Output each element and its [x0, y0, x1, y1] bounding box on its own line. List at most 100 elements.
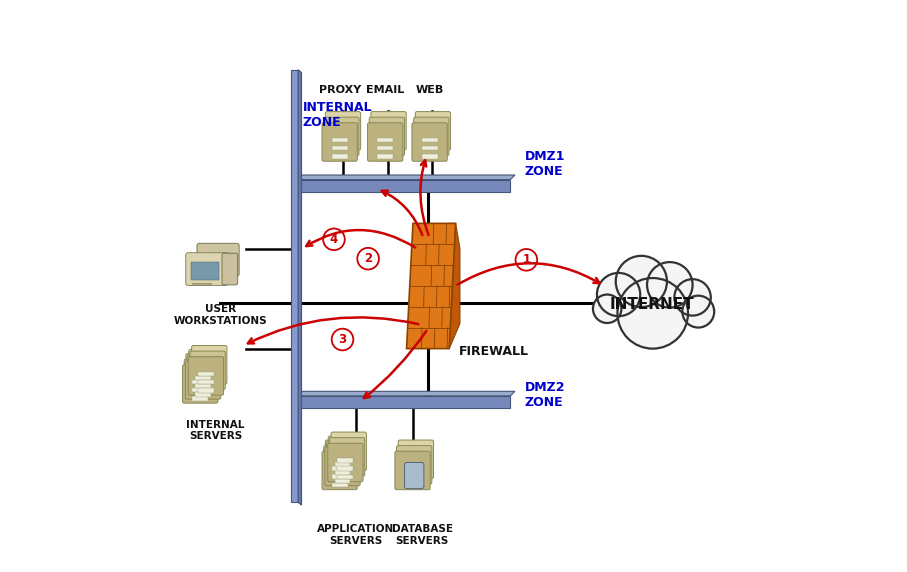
- Text: EMAIL: EMAIL: [366, 85, 405, 96]
- FancyBboxPatch shape: [324, 117, 359, 156]
- Bar: [425, 135, 441, 139]
- FancyBboxPatch shape: [189, 349, 224, 388]
- Circle shape: [647, 262, 693, 308]
- FancyBboxPatch shape: [327, 442, 362, 480]
- Bar: [194, 382, 210, 387]
- Bar: [338, 467, 354, 472]
- Text: 4: 4: [330, 233, 338, 246]
- FancyBboxPatch shape: [371, 112, 406, 150]
- FancyBboxPatch shape: [328, 436, 364, 475]
- Bar: [332, 466, 347, 471]
- Bar: [191, 283, 210, 285]
- Bar: [339, 461, 355, 466]
- FancyBboxPatch shape: [222, 253, 238, 285]
- Circle shape: [618, 278, 688, 348]
- FancyBboxPatch shape: [324, 446, 359, 484]
- Bar: [198, 388, 214, 392]
- Circle shape: [593, 295, 621, 323]
- Text: INTERNAL
ZONE: INTERNAL ZONE: [303, 101, 372, 129]
- FancyBboxPatch shape: [327, 443, 363, 482]
- Bar: [405, 466, 421, 471]
- Text: 3: 3: [338, 333, 346, 346]
- Bar: [334, 132, 349, 137]
- Bar: [334, 469, 349, 473]
- Bar: [201, 360, 218, 365]
- Polygon shape: [298, 70, 301, 505]
- Bar: [201, 369, 218, 373]
- Circle shape: [611, 259, 694, 341]
- FancyBboxPatch shape: [182, 365, 218, 403]
- Bar: [379, 149, 395, 153]
- Bar: [332, 154, 347, 158]
- FancyBboxPatch shape: [412, 123, 447, 161]
- Bar: [201, 377, 218, 382]
- Bar: [424, 132, 439, 137]
- Text: WEB: WEB: [415, 85, 444, 96]
- Bar: [377, 154, 393, 158]
- Bar: [406, 477, 422, 482]
- Polygon shape: [294, 180, 511, 192]
- FancyBboxPatch shape: [367, 123, 403, 161]
- Polygon shape: [294, 175, 515, 180]
- Bar: [196, 377, 211, 381]
- Circle shape: [675, 279, 711, 316]
- FancyBboxPatch shape: [405, 462, 424, 488]
- Bar: [381, 135, 396, 139]
- Bar: [408, 455, 424, 459]
- FancyBboxPatch shape: [187, 355, 222, 394]
- Circle shape: [597, 273, 640, 316]
- Bar: [336, 456, 352, 461]
- FancyBboxPatch shape: [185, 361, 220, 399]
- Bar: [341, 447, 356, 451]
- Bar: [405, 474, 421, 479]
- Bar: [381, 126, 396, 131]
- Bar: [406, 460, 422, 465]
- Bar: [190, 263, 219, 280]
- Bar: [335, 462, 350, 467]
- Bar: [338, 459, 354, 464]
- Circle shape: [616, 256, 667, 307]
- Bar: [334, 460, 349, 465]
- Bar: [199, 381, 214, 386]
- Bar: [425, 126, 441, 131]
- Text: FIREWALL: FIREWALL: [459, 345, 529, 358]
- Bar: [335, 479, 350, 483]
- FancyBboxPatch shape: [197, 243, 239, 276]
- Bar: [198, 372, 214, 376]
- Bar: [196, 368, 211, 373]
- Bar: [200, 366, 216, 371]
- Bar: [196, 385, 211, 390]
- Bar: [335, 143, 351, 148]
- Text: DMZ2
ZONE: DMZ2 ZONE: [524, 382, 565, 410]
- Bar: [335, 471, 351, 476]
- Bar: [192, 396, 209, 400]
- Bar: [199, 373, 214, 377]
- Bar: [408, 463, 424, 468]
- FancyBboxPatch shape: [415, 112, 451, 150]
- Bar: [339, 469, 355, 474]
- Bar: [200, 383, 216, 387]
- FancyBboxPatch shape: [186, 353, 221, 392]
- Polygon shape: [449, 224, 460, 348]
- FancyBboxPatch shape: [191, 345, 227, 384]
- Bar: [406, 469, 422, 473]
- Bar: [199, 364, 214, 369]
- Bar: [332, 483, 347, 487]
- Bar: [332, 146, 347, 150]
- Bar: [422, 138, 437, 142]
- FancyBboxPatch shape: [322, 123, 357, 161]
- Bar: [341, 455, 356, 460]
- Text: DATABASE
SERVERS: DATABASE SERVERS: [392, 524, 453, 546]
- Bar: [334, 477, 349, 482]
- Bar: [192, 380, 209, 384]
- Bar: [337, 475, 354, 479]
- Bar: [381, 143, 396, 148]
- Circle shape: [682, 296, 714, 328]
- Bar: [200, 374, 216, 379]
- Bar: [335, 463, 351, 468]
- Bar: [336, 465, 352, 469]
- FancyBboxPatch shape: [184, 359, 219, 398]
- FancyBboxPatch shape: [326, 440, 361, 479]
- Bar: [424, 140, 439, 145]
- FancyBboxPatch shape: [186, 253, 228, 285]
